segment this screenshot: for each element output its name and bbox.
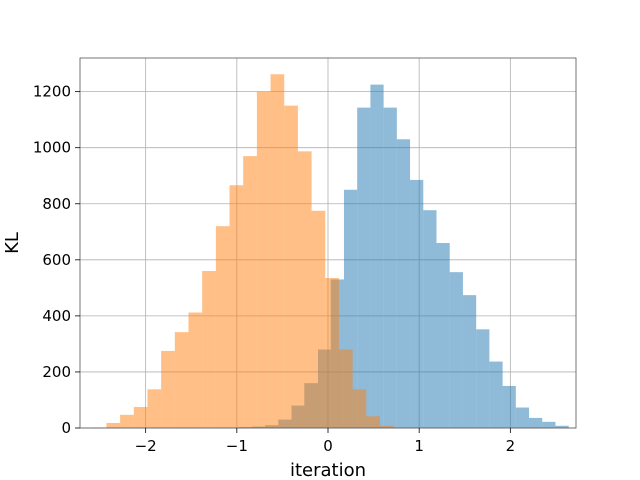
histogram-bar [229,185,244,428]
histogram-bar [366,416,380,428]
histogram-bar [396,139,411,428]
histogram-bar [357,107,371,428]
histogram-bar [338,349,353,428]
histogram-bar [476,329,490,428]
histogram-bar [462,295,477,428]
y-tick-label: 1000 [33,139,71,157]
y-tick-label: 600 [42,251,71,269]
histogram-bar [284,105,298,428]
histogram-bar [106,422,121,428]
y-tick-label: 1200 [33,83,71,101]
histogram-bar [410,179,424,428]
histogram-series-2 [92,74,394,429]
histogram-bar [120,414,134,428]
x-tick-label: −1 [226,437,248,455]
histogram-bar [449,272,463,428]
histogram-bar [529,417,543,428]
histogram-bar [202,271,216,428]
histogram-bar [297,151,312,428]
histogram-bar [147,389,162,428]
y-tick-label: 200 [42,363,71,381]
histogram-bar [555,425,569,428]
histogram-bar [352,389,367,428]
histogram-bar [161,350,175,428]
x-tick-label: −2 [135,437,157,455]
histogram-bar [256,91,271,429]
histogram-bar [383,107,397,428]
histogram-bar [270,74,285,429]
histogram-bar [325,278,339,428]
x-tick-label: 1 [414,437,424,455]
histogram-bar [133,406,148,428]
axis-ticks: −2 −1 0 1 2 0 200 400 600 800 1000 1200 [33,83,515,455]
y-tick-label: 400 [42,307,71,325]
x-tick-label: 2 [506,437,516,455]
histogram-bar [311,210,326,428]
y-tick-label: 800 [42,195,71,213]
histogram-bar [188,312,203,428]
histogram-bar [489,361,503,428]
histogram-series-1 [238,84,569,428]
histogram-bar [243,156,257,428]
histogram-bar [215,226,230,428]
histogram-bar [515,407,530,428]
y-axis-label: KL [2,232,23,254]
histogram-bar [502,385,516,428]
histogram-bar [370,84,384,428]
histogram-bar [423,210,437,428]
x-tick-label: 0 [323,437,333,455]
histogram-bars [92,74,569,429]
histogram-bar [436,243,450,428]
histogram-bar [379,425,394,428]
histogram-bar [542,421,556,428]
x-axis-label: iteration [290,460,366,480]
histogram-bar [174,332,189,428]
y-tick-label: 0 [61,419,71,437]
